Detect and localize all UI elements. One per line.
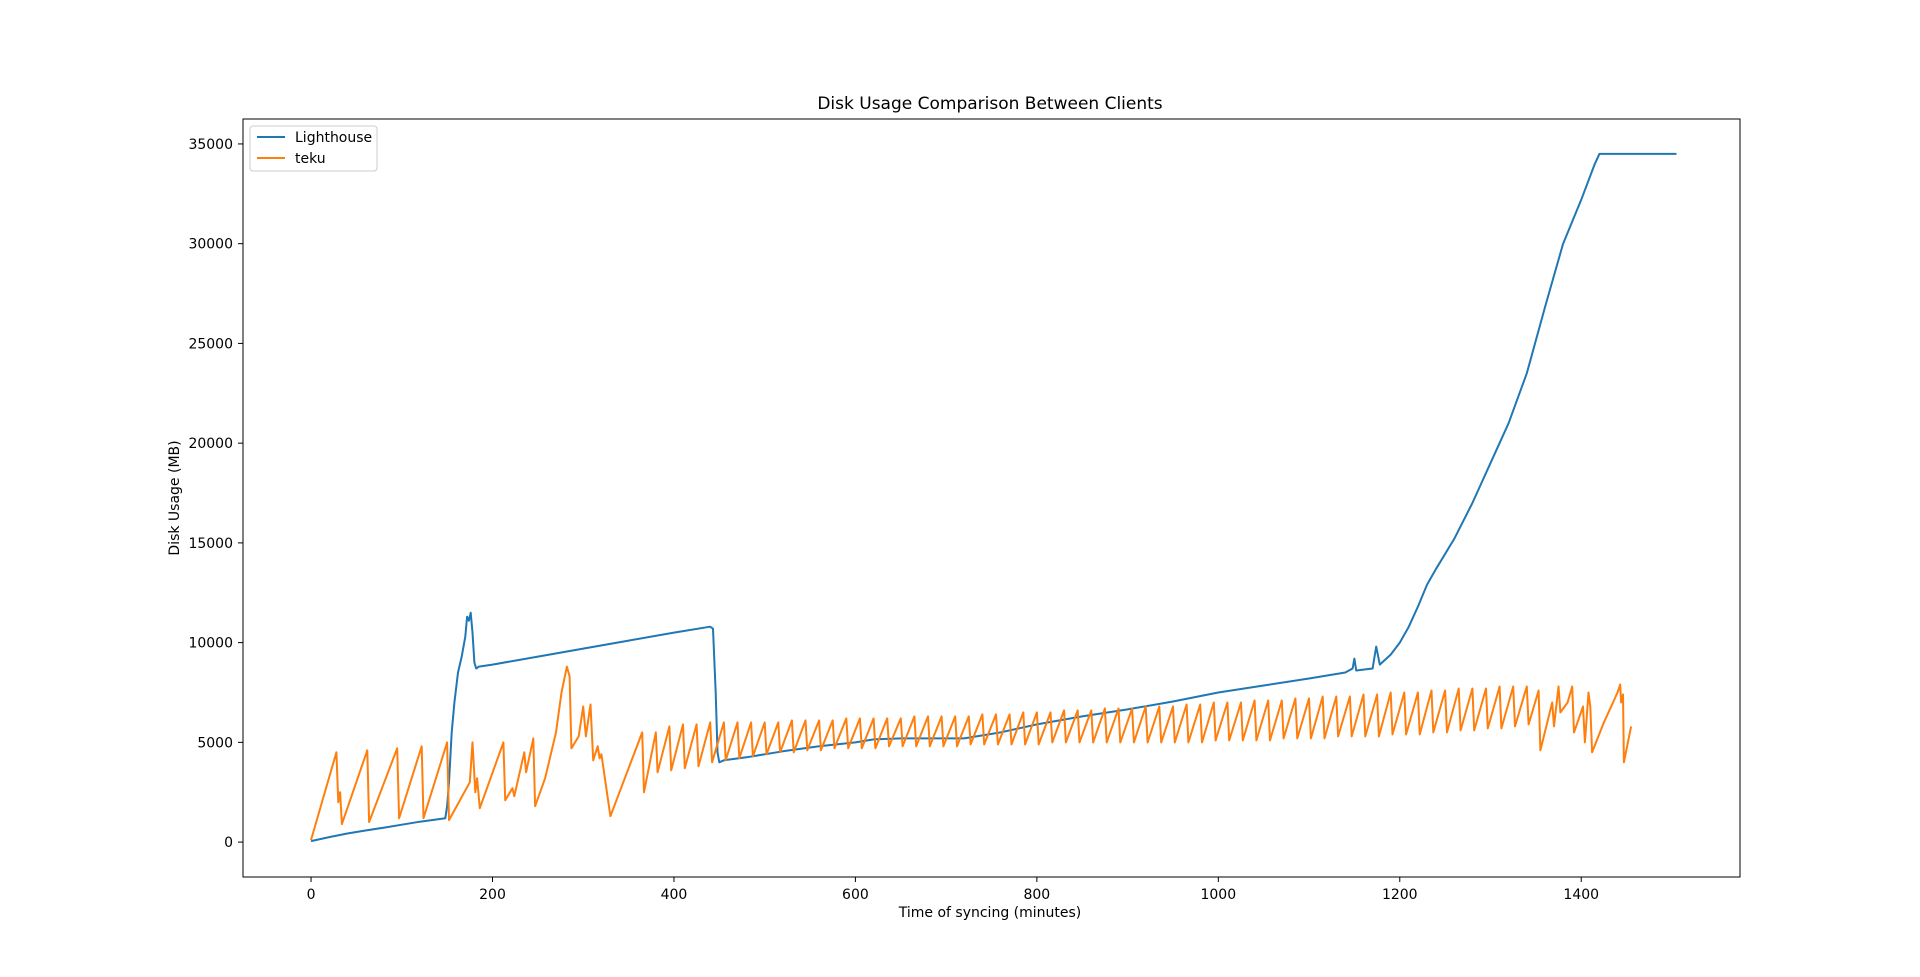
- x-tick-label: 200: [479, 887, 506, 903]
- y-tick-label: 10000: [188, 636, 233, 652]
- y-tick-label: 0: [224, 835, 233, 851]
- y-tick-label: 15000: [188, 536, 233, 552]
- x-tick-label: 0: [307, 887, 316, 903]
- x-tick-label: 1200: [1382, 887, 1418, 903]
- y-tick-label: 35000: [188, 137, 233, 153]
- legend-label-lighthouse: Lighthouse: [295, 130, 372, 146]
- x-tick-label: 400: [661, 887, 688, 903]
- x-axis-label: Time of syncing (minutes): [898, 905, 1082, 921]
- x-tick-label: 600: [842, 887, 869, 903]
- y-axis: 0 5000 10000 15000 20000 25000 30000 35000: [188, 137, 243, 851]
- legend-label-teku: teku: [295, 151, 326, 167]
- plot-area: [242, 118, 1741, 878]
- x-tick-label: 800: [1023, 887, 1050, 903]
- y-axis-label: Disk Usage (MB): [167, 440, 183, 555]
- x-tick-label: 1400: [1563, 887, 1599, 903]
- series-layer: [310, 152, 1677, 843]
- x-axis: 0 200 400 600 800 1000 1200 1400: [307, 877, 1599, 903]
- x-tick-label: 1000: [1200, 887, 1236, 903]
- legend: Lighthouse teku: [249, 125, 378, 172]
- y-tick-label: 25000: [188, 336, 233, 352]
- y-tick-label: 5000: [197, 735, 233, 751]
- series-line-teku: [310, 665, 1633, 841]
- chart-title: Disk Usage Comparison Between Clients: [817, 94, 1162, 114]
- y-tick-label: 20000: [188, 436, 233, 452]
- series-line-lighthouse: [310, 152, 1677, 843]
- y-tick-label: 30000: [188, 237, 233, 253]
